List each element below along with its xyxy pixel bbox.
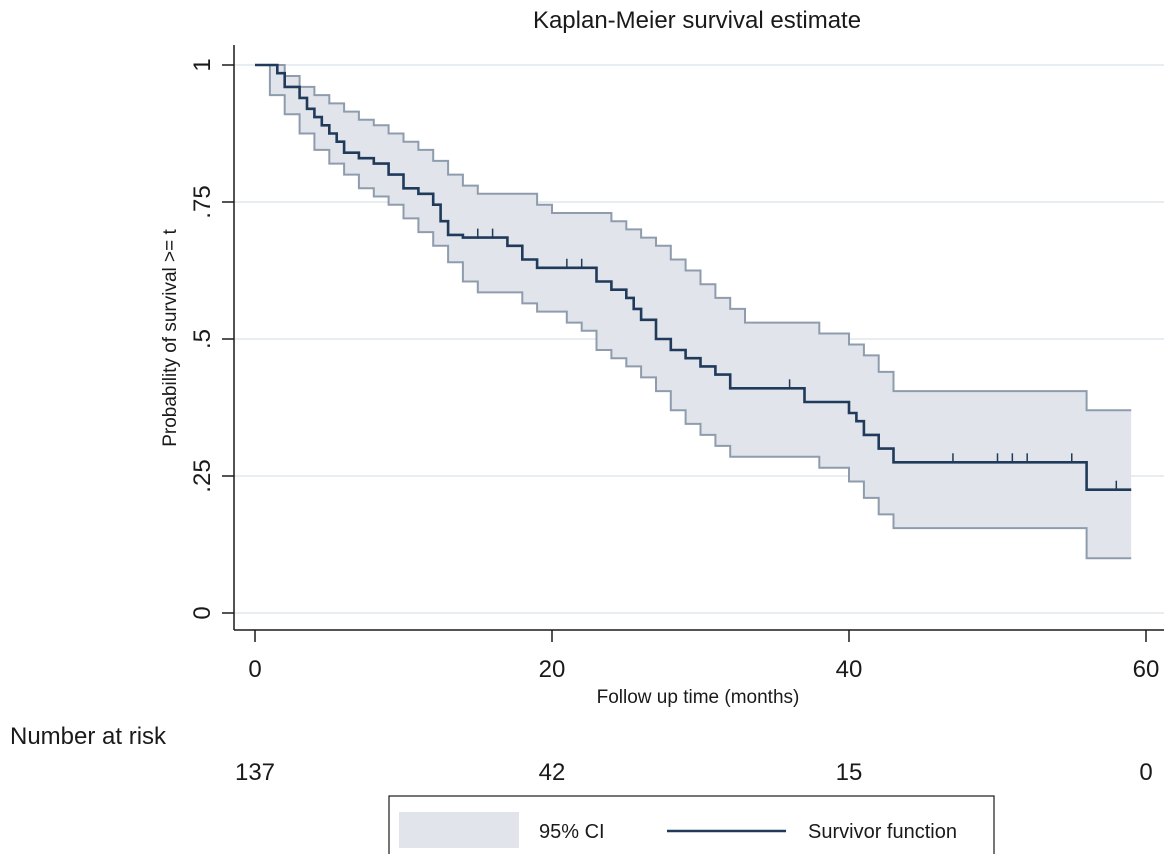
ci-lower-line [255,64,1132,560]
risk-count-1: 42 [539,759,566,786]
x-tick-label-2: 40 [836,656,863,683]
risk-table-label: Number at risk [10,723,167,750]
risk-count-2: 15 [836,759,863,786]
risk-table-values: 137 42 15 0 [235,759,1153,786]
legend: 95% CI Survivor function [388,795,995,854]
survivor-series [255,63,1132,491]
legend-survivor-label: Survivor function [808,821,957,843]
confidence-band [255,64,1132,560]
x-tick-label-3: 60 [1133,656,1160,683]
y-tick-label-4: 1 [189,58,216,71]
y-tick-label-1: .25 [189,459,216,492]
survivor-function-line [255,63,1132,491]
legend-ci-label: 95% CI [539,821,605,843]
y-tick-label-3: .75 [189,185,216,218]
x-axis-label: Follow up time (months) [597,687,800,708]
ci-band-fill [255,65,1132,559]
y-tick-label-0: 0 [189,606,216,619]
ci-upper-line [255,64,1132,412]
censor-marks [477,228,1118,491]
y-tick-label-2: .5 [189,329,216,349]
x-tick-label-0: 0 [248,656,261,683]
x-axis-ticks: 0 20 40 60 [248,630,1159,683]
y-axis-label: Probability of survival >= t [160,229,181,447]
chart-title: Kaplan-Meier survival estimate [533,7,861,34]
legend-ci-swatch [399,812,519,848]
y-axis-ticks: 0 .25 .5 .75 1 [189,58,234,620]
risk-count-0: 137 [235,759,275,786]
x-tick-label-1: 20 [539,656,566,683]
risk-count-3: 0 [1139,759,1152,786]
